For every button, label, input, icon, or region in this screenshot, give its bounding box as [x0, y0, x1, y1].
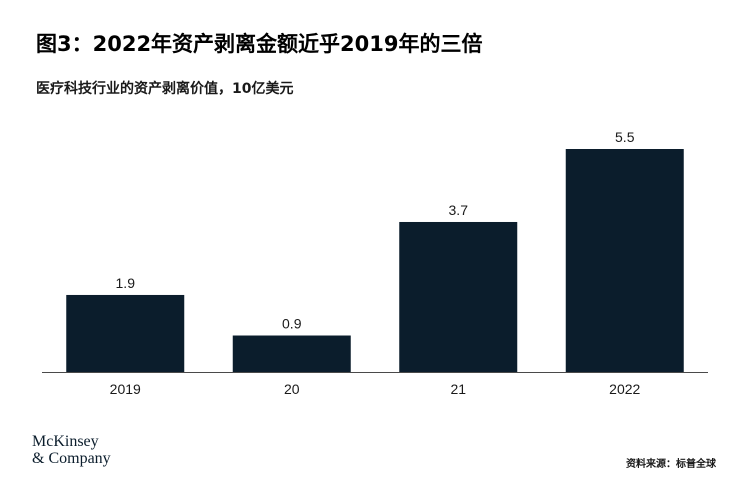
bar-2022 — [565, 149, 684, 372]
data-label-2019: 1.9 — [116, 275, 136, 291]
bar-20 — [232, 335, 351, 372]
x-tick-label-2019: 2019 — [110, 381, 141, 397]
x-tick-label-21: 21 — [450, 381, 466, 397]
mckinsey-logo: McKinsey & Company — [32, 433, 111, 467]
bar-21 — [399, 221, 518, 372]
x-tick-label-20: 20 — [284, 381, 300, 397]
bar-2019 — [66, 294, 185, 372]
chart-title: 图3：2022年资产剥离金额近乎2019年的三倍 — [36, 32, 483, 56]
x-tick-label-2022: 2022 — [609, 381, 640, 397]
data-label-2022: 5.5 — [615, 129, 635, 145]
data-label-20: 0.9 — [282, 316, 302, 332]
logo-line-1: McKinsey — [32, 433, 99, 450]
chart-subtitle: 医疗科技行业的资产剥离价值，10亿美元 — [36, 81, 294, 97]
logo-line-2: & Company — [32, 450, 111, 467]
source-note: 资料来源：标普全球 — [626, 459, 716, 470]
data-label-21: 3.7 — [449, 202, 469, 218]
